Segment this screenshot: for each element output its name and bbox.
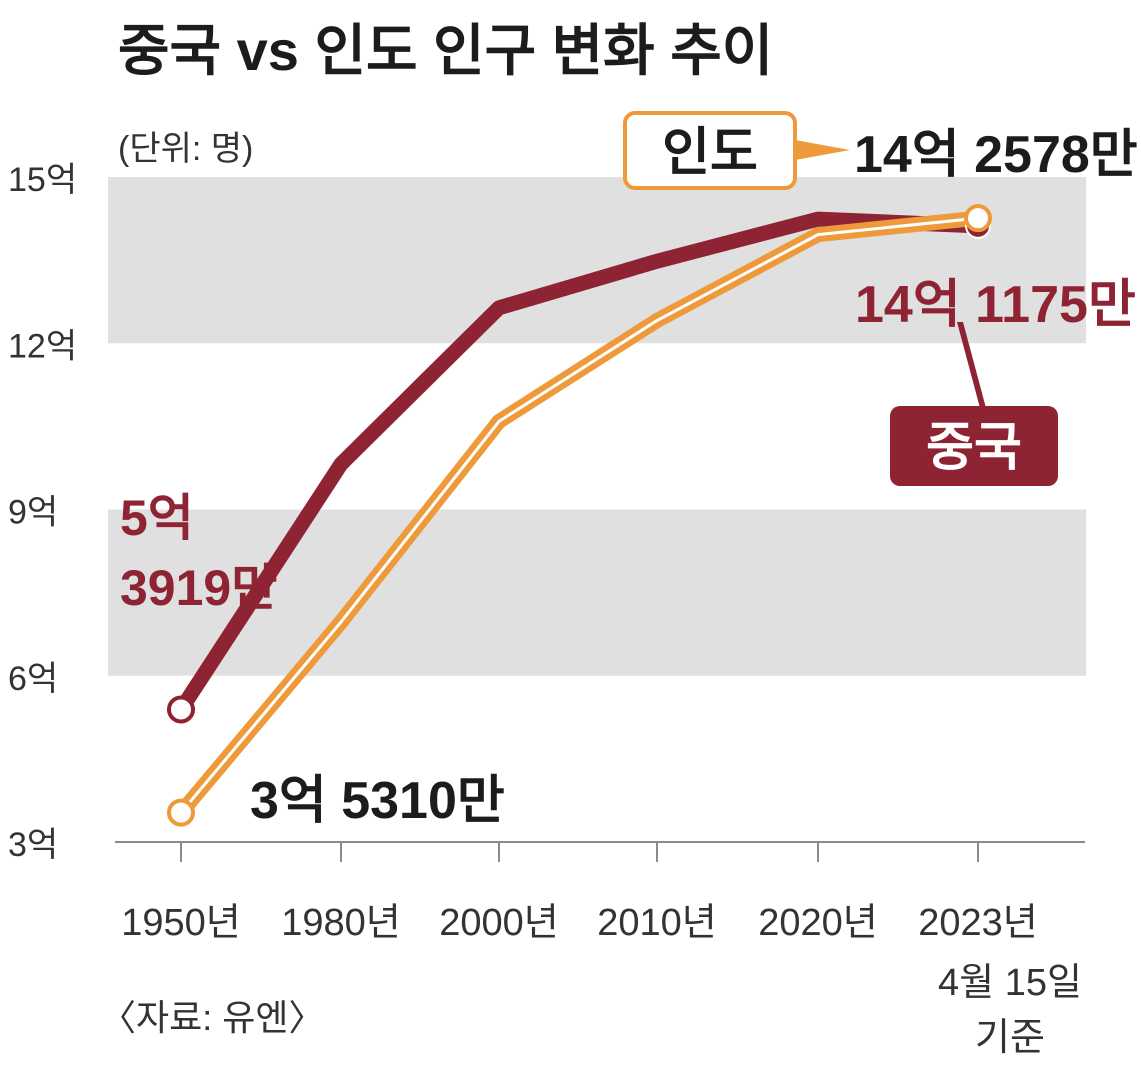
x-tick-sublabel: 기준: [975, 1017, 1045, 1059]
china-start-point: [167, 695, 195, 724]
china-legend-pointer: [957, 322, 986, 408]
china-legend-box: [890, 406, 1058, 486]
x-tick-label: 1950년: [121, 902, 241, 944]
x-tick-label: 2000년: [439, 902, 559, 944]
source-label: 〈자료: 유엔〉: [100, 997, 324, 1038]
unit-label: (단위: 명): [118, 130, 253, 168]
y-tick-label: 6억: [8, 660, 58, 698]
india-start-label: 3억 5310만: [250, 772, 505, 830]
y-tick-label: 15억: [8, 161, 77, 199]
x-tick-label: 2010년: [597, 902, 717, 944]
grid-band: [108, 177, 1086, 344]
china-line: [174, 211, 979, 714]
y-tick-label: 3억: [8, 826, 58, 864]
x-tick-label: 2020년: [758, 902, 878, 944]
chart-title: 중국 vs 인도 인구 변화 추이: [118, 19, 773, 82]
india-start-point: [167, 798, 195, 827]
y-tick-label: 9억: [8, 494, 58, 532]
india-end-label: 14억 2578만: [854, 126, 1138, 184]
y-tick-label: 12억: [8, 327, 77, 365]
india-line-highlight: [179, 216, 979, 814]
china-start-label-line2: 3919만: [120, 560, 277, 616]
x-tick-label: 2023년: [918, 902, 1038, 944]
china-end-label: 14억 1175만: [855, 276, 1136, 334]
x-tick-label: 1980년: [281, 902, 401, 944]
india-legend-pointer: [795, 140, 850, 160]
india-end-point: [964, 204, 992, 233]
china-legend-label: 중국: [926, 419, 1022, 477]
grid-band: [108, 509, 1086, 676]
x-tick-sublabel: 4월 15일: [938, 962, 1082, 1004]
india-legend-label: 인도: [662, 124, 758, 182]
china-start-label-line1: 5억: [120, 490, 194, 546]
